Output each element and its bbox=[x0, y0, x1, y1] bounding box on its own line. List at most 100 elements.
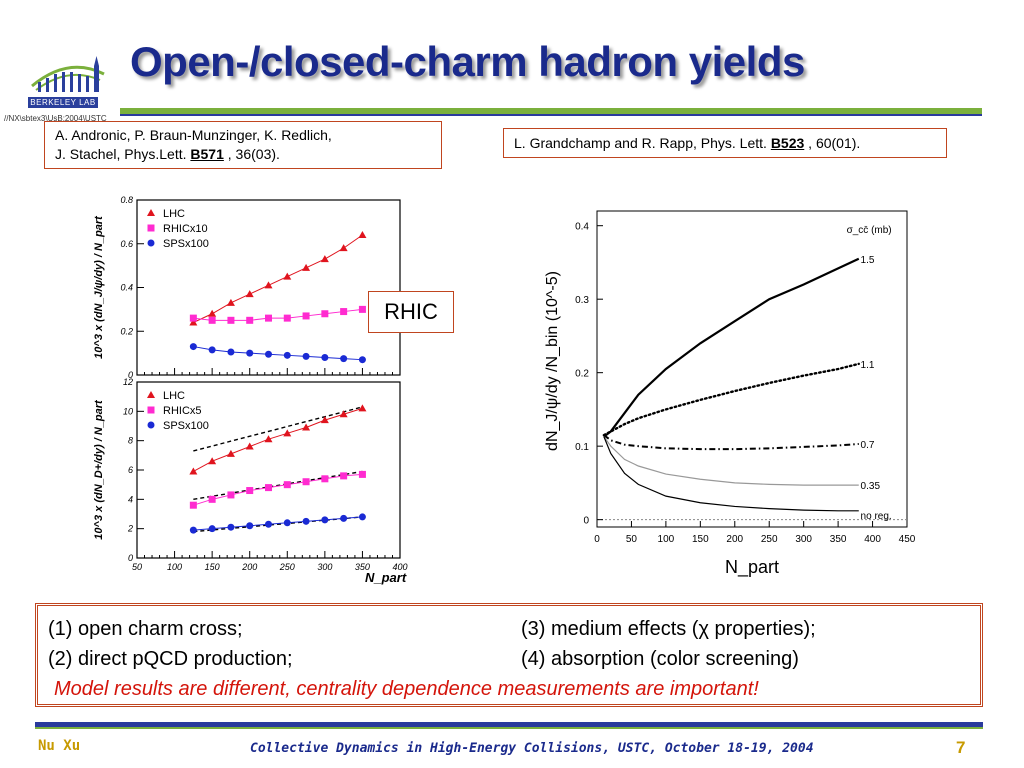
data-point bbox=[208, 457, 217, 465]
series-line bbox=[603, 434, 859, 451]
data-point bbox=[189, 314, 197, 322]
model-curve-dashed bbox=[193, 470, 363, 501]
footer-rule-blue bbox=[35, 722, 983, 727]
summary-item-4: (4) absorption (color screening) bbox=[521, 648, 799, 670]
y-tick-label: 0.2 bbox=[575, 369, 589, 380]
logo-url: //NX\sbtex3\UsB:2004\USTC bbox=[4, 114, 107, 123]
data-point bbox=[358, 356, 366, 364]
x-axis-label: N_part bbox=[725, 557, 779, 578]
page-number: 7 bbox=[956, 738, 966, 757]
y-tick-label: 2 bbox=[127, 524, 133, 534]
data-point bbox=[245, 442, 254, 450]
x-tick-label: 450 bbox=[899, 534, 915, 545]
series-label: no reg. bbox=[861, 511, 892, 522]
data-point bbox=[283, 351, 291, 359]
data-point bbox=[302, 263, 311, 271]
legend-label: RHICx5 bbox=[163, 405, 202, 417]
data-point bbox=[246, 316, 254, 324]
x-tick-label: 100 bbox=[658, 534, 675, 545]
data-point bbox=[358, 231, 367, 238]
data-point bbox=[226, 298, 235, 306]
footer-conference: Collective Dynamics in High-Energy Colli… bbox=[250, 741, 814, 756]
data-point bbox=[340, 308, 348, 316]
x-tick-label: 350 bbox=[355, 562, 370, 572]
title-rule-blue bbox=[120, 114, 982, 116]
y-tick-label: 0 bbox=[128, 370, 133, 380]
data-point bbox=[283, 519, 291, 527]
series-label: 1.1 bbox=[861, 360, 875, 371]
legend-marker bbox=[147, 391, 155, 398]
data-point bbox=[320, 255, 329, 263]
berkeley-lab-logo bbox=[31, 56, 105, 92]
x-tick-label: 150 bbox=[692, 534, 709, 545]
title-rule-green bbox=[120, 108, 982, 114]
y-tick-label: 0.6 bbox=[120, 239, 133, 249]
y-tick-label: 8 bbox=[128, 436, 133, 446]
legend-label: LHC bbox=[163, 208, 185, 220]
data-point bbox=[189, 526, 197, 534]
series-line bbox=[193, 407, 363, 472]
series-line bbox=[193, 516, 363, 531]
series-line bbox=[193, 234, 363, 323]
data-point bbox=[358, 305, 366, 313]
data-point bbox=[339, 410, 348, 418]
data-point bbox=[189, 343, 197, 351]
data-point bbox=[246, 522, 254, 530]
data-point bbox=[189, 318, 198, 326]
reference-left-line1: A. Andronic, P. Braun-Munzinger, K. Redl… bbox=[55, 127, 332, 143]
y-tick-label: 0.3 bbox=[575, 295, 589, 306]
x-tick-label: 150 bbox=[205, 562, 220, 572]
x-tick-label: 0 bbox=[594, 534, 600, 545]
x-tick-label: 50 bbox=[626, 534, 638, 545]
data-point bbox=[321, 354, 329, 361]
y-tick-label: 0 bbox=[583, 516, 589, 527]
footer-author: Nu Xu bbox=[38, 738, 81, 754]
y-tick-label: 0.8 bbox=[120, 195, 133, 205]
data-point bbox=[208, 495, 216, 503]
legend-marker bbox=[147, 421, 155, 429]
data-point bbox=[227, 316, 235, 324]
logo-text: BERKELEY LAB bbox=[28, 97, 98, 108]
plot-frame bbox=[596, 210, 908, 528]
data-point bbox=[208, 346, 216, 354]
data-point bbox=[264, 281, 273, 289]
data-point bbox=[340, 472, 348, 480]
series-line bbox=[193, 346, 363, 361]
y-tick-label: 6 bbox=[128, 465, 133, 475]
reference-left: A. Andronic, P. Braun-Munzinger, K. Redl… bbox=[44, 121, 442, 169]
summary-conclusion: Model results are different, centrality … bbox=[54, 678, 759, 700]
data-point bbox=[358, 470, 366, 478]
x-tick-label: 400 bbox=[392, 562, 407, 572]
summary-item-3: (3) medium effects (χ properties); bbox=[521, 618, 816, 640]
data-point bbox=[227, 523, 235, 531]
data-point bbox=[340, 355, 348, 363]
right-figure: 0 0.1 0.2 0.3 0.4 0 50 100 150 200 250 300 350 400 450… bbox=[544, 210, 915, 578]
reference-left-volume: B571 bbox=[190, 146, 224, 162]
data-point bbox=[265, 520, 272, 528]
data-point bbox=[302, 423, 311, 431]
data-point bbox=[208, 316, 216, 324]
data-point bbox=[265, 314, 272, 322]
series-label: 0.35 bbox=[861, 481, 881, 492]
y-tick-label: 10 bbox=[123, 406, 133, 416]
legend-marker bbox=[147, 406, 155, 414]
data-point bbox=[283, 429, 292, 437]
legend-label: SPSx100 bbox=[163, 420, 209, 432]
slide-title: Open-/closed-charm hadron yields bbox=[130, 38, 805, 85]
legend-label: LHC bbox=[163, 390, 185, 402]
x-tick-label: 400 bbox=[864, 534, 881, 545]
x-tick-label: 250 bbox=[761, 534, 778, 545]
data-point bbox=[189, 467, 198, 475]
data-point bbox=[283, 481, 291, 489]
summary-item-2: (2) direct pQCD production; bbox=[48, 648, 293, 670]
y-tick-label: 0 bbox=[128, 553, 133, 563]
series-line bbox=[602, 362, 860, 437]
series-line bbox=[603, 257, 860, 438]
model-curve-dashed bbox=[193, 406, 363, 452]
summary-box: (1) open charm cross; (2) direct pQCD pr… bbox=[35, 603, 983, 707]
data-point bbox=[321, 310, 329, 318]
legend-label: RHICx10 bbox=[163, 223, 208, 235]
data-point bbox=[245, 290, 254, 298]
series-label: 1.5 bbox=[861, 255, 875, 266]
reference-left-line2: J. Stachel, Phys.Lett. B571 , 36(03). bbox=[55, 146, 280, 162]
